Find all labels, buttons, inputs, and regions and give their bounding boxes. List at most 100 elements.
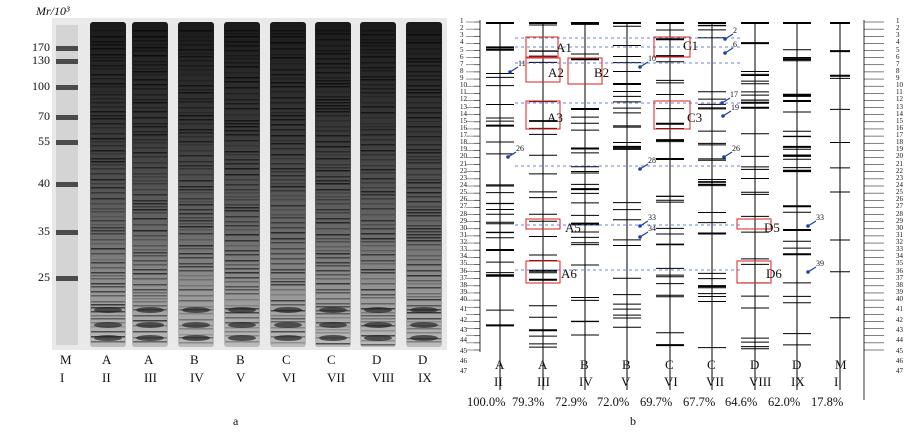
mark-arrow-head [723,51,727,55]
gel-band [361,106,395,108]
row-number: 35 [896,259,903,268]
gel-band [225,272,259,274]
gel-band [271,129,305,131]
gel-band [179,289,213,291]
gel-band [133,88,167,90]
gel-band [91,102,125,104]
row-number: 27 [460,202,467,211]
gel-band [225,216,259,218]
gel-band [225,250,259,252]
gel-band [361,187,395,189]
gel-band [225,240,259,242]
gel-band [225,245,259,247]
red-box [736,260,772,284]
gel-band [91,227,125,229]
gel-band [361,278,395,280]
gel-band [407,85,441,87]
lane-group-label: B [622,357,631,372]
gel-band [361,129,395,131]
gel-band [136,322,164,328]
gel-band [361,318,395,320]
gel-band [133,264,167,266]
gel-band [91,57,125,59]
gel-band [133,278,167,280]
gel-band [133,30,167,32]
gel-lane [90,22,126,347]
gel-band [361,76,395,78]
mark-arrow-head [720,101,724,105]
lane-id-label: II [102,370,111,385]
gel-band [364,307,392,313]
gel-band [407,212,441,214]
gel-band [407,234,441,236]
gel-band [91,216,125,218]
row-number: 39 [460,287,467,296]
gel-band [225,305,259,307]
gel-band [271,171,305,173]
lane-group-label: M [60,352,72,367]
gel-band [316,278,350,280]
gel-band [133,341,167,343]
box-label: D6 [766,266,782,281]
gel-band [271,154,305,156]
gel-band [407,174,441,176]
gel-band [407,152,441,154]
gel-band [271,179,305,181]
lane-group-label: C [282,352,291,367]
lane-group-label: C [707,357,716,372]
gel-band [133,64,167,66]
red-box [525,57,561,83]
gel-band [407,220,441,222]
gel-band [407,283,441,285]
gel-band [407,144,441,146]
row-number: 19 [460,145,467,154]
gel-band [225,154,259,156]
gel-band [225,159,259,161]
gel-band [407,215,441,217]
gel-band [133,252,167,254]
gel-band [407,121,441,123]
gel-band [407,75,441,77]
gel-band [316,80,350,82]
gel-band [133,61,167,63]
gel-band [271,209,305,211]
gel-band [133,40,167,42]
gel-band [361,321,395,323]
gel-band [179,198,213,200]
gel-band [91,86,125,88]
gel-band [179,204,213,206]
gel-band [91,123,125,125]
row-number: 34 [460,252,467,261]
gel-band [94,307,122,313]
row-number: 38 [896,280,903,289]
band-mark-label: 34 [648,224,656,233]
gel-band [316,306,350,308]
gel-band [179,65,213,67]
mw-marker-label: 40 [38,176,50,190]
gel-band [361,224,395,226]
gel-band [225,331,259,333]
lane-group-label: B [190,352,199,367]
gel-band [179,30,213,32]
gel-band [133,305,167,307]
gel-band [133,126,167,128]
row-number: 44 [896,336,903,345]
lane-id-label: VIII [372,370,395,385]
row-number: 9 [460,74,464,83]
gel-band [133,239,167,241]
gel-band [271,315,305,317]
gel-band [271,342,305,344]
gel-band [316,158,350,160]
gel-band [271,168,305,170]
gel-band [91,295,125,297]
gel-band [133,183,167,185]
gel-band [407,65,441,67]
gel-band [179,201,213,203]
gel-band [133,55,167,57]
gel-band [133,139,167,141]
gel-band [319,307,347,313]
gel-band [91,224,125,226]
gel-band [361,123,395,125]
gel-band [407,192,441,194]
gel-band [316,91,350,93]
